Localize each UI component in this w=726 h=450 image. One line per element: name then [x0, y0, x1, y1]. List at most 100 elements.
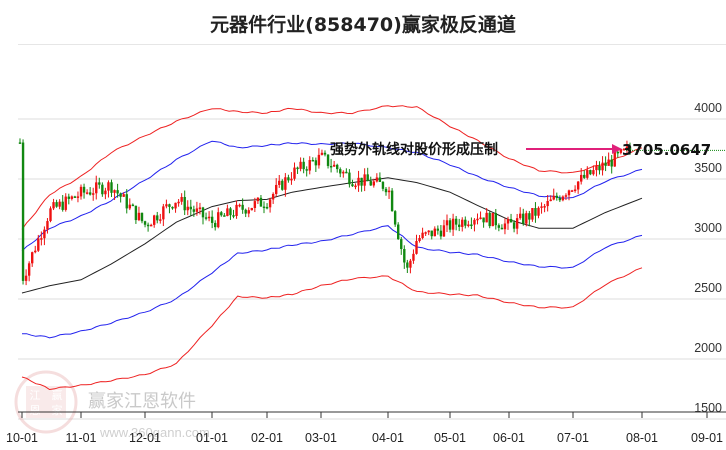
candle-down	[296, 167, 299, 170]
candle-up	[107, 182, 110, 191]
candle-up	[317, 154, 321, 166]
candle-down	[156, 215, 159, 221]
candle-up	[24, 275, 28, 281]
candle-down	[110, 182, 113, 193]
candle-up	[27, 263, 31, 276]
candle-down	[360, 177, 363, 186]
candle-down	[88, 192, 92, 195]
grid-lines	[18, 118, 726, 420]
candle-up	[363, 174, 366, 186]
y-tick-label: 2000	[694, 341, 722, 355]
candle-down	[61, 201, 64, 210]
candle-down	[403, 249, 406, 263]
candle-down	[369, 181, 372, 186]
y-tick-label: 4000	[694, 101, 722, 115]
candle-up	[247, 210, 250, 214]
candle-up	[387, 190, 391, 193]
candle-down	[220, 212, 223, 216]
candle-down	[406, 262, 409, 268]
candle-up	[473, 219, 476, 225]
candle-up	[159, 219, 162, 221]
candle-up	[409, 260, 412, 268]
candle-down	[82, 186, 86, 193]
svg-text:江: 江	[30, 389, 41, 402]
arrow-head-icon	[612, 144, 622, 154]
x-tick-label: 07-01	[557, 431, 589, 445]
candle-down	[628, 146, 632, 151]
x-tick-label: 10-01	[6, 431, 38, 445]
candle-down	[262, 206, 266, 209]
candle-up	[174, 202, 177, 209]
candle-up	[461, 219, 464, 227]
candle-up	[235, 204, 238, 216]
candle-up	[564, 195, 568, 197]
candle-up	[122, 194, 125, 197]
candle-up	[31, 252, 34, 264]
candle-down	[512, 222, 516, 229]
candle-down	[610, 159, 613, 167]
candle-down	[73, 196, 77, 198]
svg-text:赢: 赢	[52, 388, 63, 402]
candle-up	[95, 182, 98, 194]
svg-text:恩: 恩	[30, 404, 41, 417]
candle-down	[183, 196, 186, 211]
candle-down	[436, 228, 440, 231]
candle-down	[470, 224, 473, 226]
candle-up	[607, 159, 610, 166]
annotation-text: 强势外轨线对股价形成压制	[330, 141, 498, 158]
candle-up	[79, 186, 83, 197]
candle-up	[76, 196, 80, 198]
candle-up	[622, 149, 626, 151]
candle-up	[476, 218, 479, 221]
candle-up	[357, 177, 360, 186]
candle-up	[503, 223, 507, 230]
candle-down	[119, 193, 122, 197]
candle-up	[561, 196, 565, 201]
candle-down	[146, 224, 150, 227]
candle-up	[442, 225, 446, 237]
candle-up	[137, 212, 141, 221]
candle-up	[70, 196, 74, 199]
candle-up	[320, 152, 324, 155]
candle-down	[494, 213, 497, 226]
candle-up	[299, 161, 302, 169]
candle-down	[439, 230, 443, 237]
candle-down	[534, 208, 537, 216]
x-tick-label: 09-01	[691, 431, 723, 445]
candle-up	[531, 208, 534, 220]
x-tick-label: 02-01	[251, 431, 283, 445]
candle-up	[180, 196, 183, 202]
candle-down	[98, 182, 101, 185]
candle-up	[519, 213, 522, 219]
candle-down	[101, 184, 104, 195]
candle-up	[293, 167, 296, 179]
candle-up	[275, 184, 278, 194]
candle-up	[586, 170, 589, 178]
candle-up	[570, 190, 574, 192]
inner-upper-band-line	[21, 140, 643, 252]
candle-up	[576, 181, 580, 190]
candle-down	[21, 142, 25, 281]
candle-up	[342, 171, 345, 174]
candle-up	[537, 207, 540, 216]
candle-down	[229, 208, 232, 216]
candle-down	[287, 177, 290, 181]
candle-down	[528, 213, 531, 220]
outer-lower-band-line	[21, 267, 643, 391]
candle-down	[192, 209, 196, 212]
candle-down	[390, 190, 394, 212]
candle-down	[204, 217, 208, 219]
candle-down	[131, 204, 135, 207]
candle-down	[497, 225, 501, 228]
candle-down	[351, 184, 354, 187]
candle-down	[134, 205, 138, 221]
candle-up	[177, 201, 180, 204]
candle-up	[546, 201, 549, 207]
candle-down	[583, 174, 586, 178]
candle-up	[613, 151, 616, 167]
candle-down	[143, 221, 147, 225]
candle-down	[400, 239, 403, 250]
candle-down	[509, 218, 513, 223]
candle-down	[140, 212, 144, 222]
candle-down	[323, 152, 327, 155]
